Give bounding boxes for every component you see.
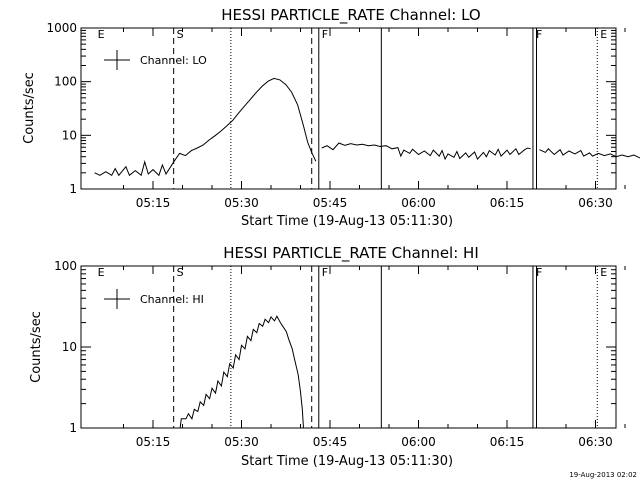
plot-frame [80,265,617,429]
series-line [321,142,531,161]
y-tick-label: 1000 [46,21,77,35]
x-tick-label: 05:30 [224,196,259,210]
y-axis-label: Counts/sec [29,311,44,383]
event-marker-label: E [98,28,105,41]
x-tick-label: 06:15 [490,435,525,449]
event-marker-label: S [177,266,184,279]
event-marker-label: E [600,266,607,279]
x-tick-label: 06:30 [578,196,613,210]
series-line [539,148,640,159]
x-tick-label: 05:15 [136,196,171,210]
event-marker-label: F [322,266,328,279]
x-tick-label: 06:00 [401,435,436,449]
x-tick-label: 06:15 [490,196,525,210]
event-marker-label: F [536,28,542,41]
x-axis-label: Start Time (19-Aug-13 05:11:30) [241,454,453,469]
y-axis: 1 10 100 1000 [46,21,616,196]
chart-panel-hi: HESSI PARTICLE_RATE Channel: HI E S F F E 05… [29,244,626,469]
y-tick-label: 100 [54,259,77,273]
data-series [94,77,640,177]
legend-label: Channel: LO [140,54,207,67]
event-marker-label: F [536,266,542,279]
data-series [179,315,304,429]
y-tick-label: 1 [69,182,77,196]
x-tick-label: 05:15 [136,435,171,449]
chart-title: HESSI PARTICLE_RATE Channel: HI [223,244,479,263]
event-marker-label: E [98,266,105,279]
y-tick-label: 100 [54,75,77,89]
y-axis: 1 10 100 [54,259,616,435]
y-axis-label: Counts/sec [22,72,37,144]
series-line [179,315,304,429]
chart-title: HESSI PARTICLE_RATE Channel: LO [221,6,480,25]
x-axis-label: Start Time (19-Aug-13 05:11:30) [241,214,453,229]
event-marker-label: E [600,28,607,41]
x-tick-label: 05:30 [224,435,259,449]
footer-timestamp: 19-Aug-2013 02:02 [569,471,637,479]
chart-panel-lo: HESSI PARTICLE_RATE Channel: LO E S F F E 05… [22,6,640,229]
y-tick-label: 10 [62,340,77,354]
plot-frame [80,27,617,190]
event-marker-label: S [177,28,184,41]
event-marker-label: F [322,28,328,41]
x-tick-label: 05:45 [313,196,348,210]
legend-label: Channel: HI [140,293,204,306]
series-line [94,77,317,177]
x-tick-label: 05:45 [313,435,348,449]
x-tick-label: 06:00 [401,196,436,210]
y-tick-label: 10 [62,128,77,142]
y-tick-label: 1 [69,421,77,435]
x-tick-label: 06:30 [578,435,613,449]
